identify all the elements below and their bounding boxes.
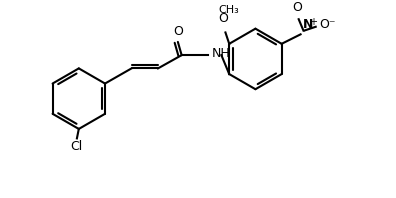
Text: O: O [173, 25, 183, 38]
Text: O: O [219, 12, 228, 25]
Text: O: O [292, 1, 302, 13]
Text: Cl: Cl [70, 140, 82, 153]
Text: N: N [303, 18, 313, 30]
Text: O⁻: O⁻ [320, 18, 336, 31]
Text: CH₃: CH₃ [218, 5, 239, 15]
Text: +: + [309, 17, 317, 27]
Text: NH: NH [212, 47, 230, 60]
